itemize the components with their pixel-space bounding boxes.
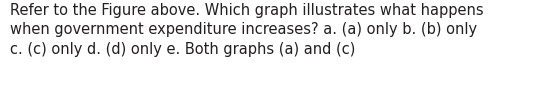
Text: Refer to the Figure above. Which graph illustrates what happens
when government : Refer to the Figure above. Which graph i… (10, 3, 484, 57)
